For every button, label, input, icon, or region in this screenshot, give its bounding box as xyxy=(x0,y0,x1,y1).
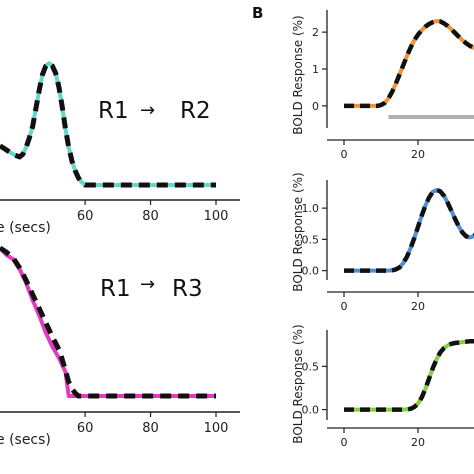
right-3-y-tick-label: 0.0 xyxy=(302,404,320,417)
right-1-y-tick-label: 0 xyxy=(312,100,319,113)
left-bottom-fit-line xyxy=(0,245,216,399)
right-2-y-axis-label: BOLD Response (%) xyxy=(291,172,305,291)
right-2-x-tick-label: 20 xyxy=(411,300,425,313)
right-2-x-tick-label: 0 xyxy=(341,300,348,313)
left-bottom-traces xyxy=(0,245,216,399)
panel-label-b: B xyxy=(252,4,263,22)
right-2-y-tick-label: 0.5 xyxy=(302,233,320,246)
right-1-y-tick-label: 1 xyxy=(312,63,319,76)
left-bottom-annotation: R1 → R3 xyxy=(100,274,203,302)
right-3-fit-line xyxy=(344,339,474,412)
left-bottom-x-axis-label: e (secs) xyxy=(0,432,51,448)
left-top-annotation-arrow: → xyxy=(140,100,155,121)
left-top-annotation-from: R1 xyxy=(98,98,129,124)
left-bottom-annotation-arrow: → xyxy=(140,274,155,295)
left-bottom-x-tick-label: 80 xyxy=(142,421,159,436)
right-3-x-tick-label: 20 xyxy=(411,436,425,449)
left-top-traces xyxy=(0,60,216,188)
right-1-y-axis-label: BOLD Response (%) xyxy=(291,15,305,134)
right-2-y-tick-label: 0.0 xyxy=(302,265,320,278)
left-top-x-tick-label: 100 xyxy=(204,209,229,224)
right-3-y-tick-label: 0.5 xyxy=(302,360,320,373)
right-2-y-tick-label: 1.0 xyxy=(302,202,320,215)
right-1-fit-line xyxy=(344,18,474,109)
left-bottom-series-line xyxy=(0,246,216,398)
right-2-fit-line xyxy=(344,187,474,273)
left-top-x-ticks: 60 80 100 xyxy=(77,200,229,224)
right-1-y-tick-label: 2 xyxy=(312,26,319,39)
left-top-x-tick-label: 80 xyxy=(142,209,159,224)
right-1-x-tick-label: 0 xyxy=(341,148,348,161)
right-3-series-line xyxy=(344,339,474,412)
right-3-x-tick-label: 0 xyxy=(341,436,348,449)
left-bottom-x-tick-label: 60 xyxy=(77,421,94,436)
left-top-x-tick-label: 60 xyxy=(77,209,94,224)
left-top-x-axis-label: e (secs) xyxy=(0,220,51,236)
left-top-annotation-to: R2 xyxy=(180,98,211,124)
left-top-fit-line xyxy=(0,60,216,188)
right-3-y-axis-label: BOLD Response (%) xyxy=(291,324,305,443)
left-bottom-plot: 60 80 100 e (secs) R1 → R3 xyxy=(0,245,240,448)
left-top-annotation: R1 → R2 xyxy=(98,98,211,124)
left-top-plot: 60 80 100 e (secs) R1 → R2 xyxy=(0,60,240,236)
right-plot-3: 0.0 0.5 0 20 BOLD Response (%) xyxy=(291,324,474,449)
left-bottom-x-tick-label: 100 xyxy=(204,421,229,436)
left-bottom-annotation-to: R3 xyxy=(172,276,203,302)
left-bottom-annotation-from: R1 xyxy=(100,276,131,302)
right-1-x-tick-label: 20 xyxy=(411,148,425,161)
left-bottom-x-ticks: 60 80 100 xyxy=(77,412,229,436)
right-2-series-line xyxy=(344,188,474,273)
right-plot-2: 0.0 0.5 1.0 0 20 BOLD Response (%) xyxy=(291,172,474,313)
